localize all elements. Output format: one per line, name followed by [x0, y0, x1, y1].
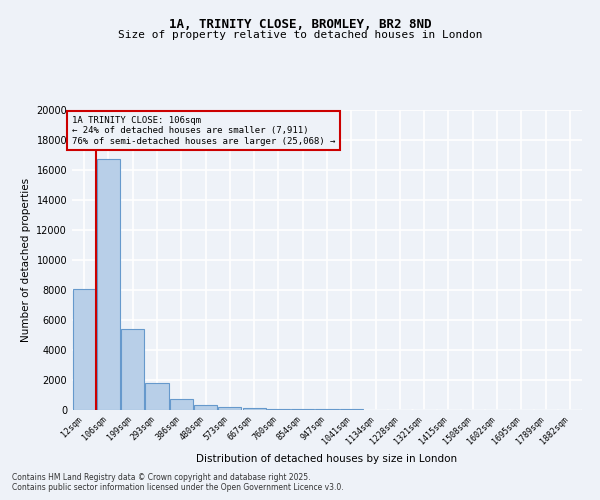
X-axis label: Distribution of detached houses by size in London: Distribution of detached houses by size …: [196, 454, 458, 464]
Bar: [194, 405, 217, 410]
Bar: [73, 288, 95, 410]
Text: Contains HM Land Registry data © Crown copyright and database right 2025.: Contains HM Land Registry data © Crown c…: [12, 474, 311, 482]
Text: Contains public sector information licensed under the Open Government Licence v3: Contains public sector information licen…: [12, 484, 344, 492]
Bar: [267, 408, 290, 410]
Bar: [291, 409, 314, 410]
Bar: [316, 409, 338, 410]
Text: 1A TRINITY CLOSE: 106sqm
← 24% of detached houses are smaller (7,911)
76% of sem: 1A TRINITY CLOSE: 106sqm ← 24% of detach…: [72, 116, 335, 146]
Text: 1A, TRINITY CLOSE, BROMLEY, BR2 8ND: 1A, TRINITY CLOSE, BROMLEY, BR2 8ND: [169, 18, 431, 30]
Bar: [97, 160, 120, 410]
Bar: [170, 399, 193, 410]
Bar: [121, 329, 144, 410]
Bar: [145, 383, 169, 410]
Text: Size of property relative to detached houses in London: Size of property relative to detached ho…: [118, 30, 482, 40]
Bar: [242, 408, 266, 410]
Bar: [218, 407, 241, 410]
Y-axis label: Number of detached properties: Number of detached properties: [21, 178, 31, 342]
